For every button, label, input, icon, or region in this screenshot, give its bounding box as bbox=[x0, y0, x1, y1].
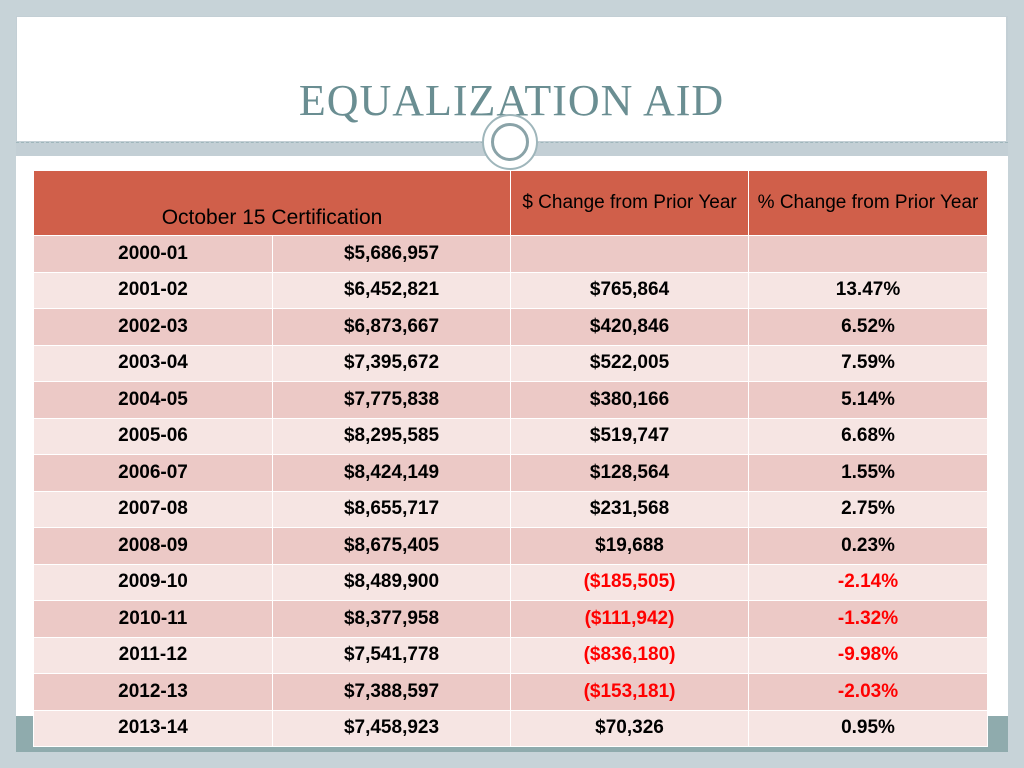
year-cell: 2005-06 bbox=[33, 417, 273, 455]
dollar-change-cell: $19,688 bbox=[510, 527, 750, 565]
amount-cell: $8,424,149 bbox=[271, 454, 512, 492]
year-cell: 2010-11 bbox=[33, 600, 273, 638]
amount-cell: $6,452,821 bbox=[271, 271, 512, 309]
percent-change-cell: 7.59% bbox=[748, 344, 989, 382]
table-header-row: October 15 Certification $ Change from P… bbox=[32, 170, 989, 236]
table-row: 2005-06 $8,295,585 $519,747 6.68% bbox=[33, 417, 989, 455]
year-cell: 2012-13 bbox=[33, 673, 273, 711]
table-row: 2010-11 $8,377,958 ($111,942) -1.32% bbox=[33, 600, 989, 638]
year-cell: 2003-04 bbox=[33, 344, 273, 382]
year-cell: 2006-07 bbox=[33, 454, 273, 492]
table-row: 2002-03 $6,873,667 $420,846 6.52% bbox=[33, 308, 989, 346]
percent-change-cell: -1.32% bbox=[748, 600, 989, 638]
table-body: 2000-01 $5,686,957 2001-02 $6,452,821 $765,8… bbox=[33, 235, 989, 747]
amount-cell: $7,395,672 bbox=[271, 344, 512, 382]
amount-cell: $7,541,778 bbox=[271, 636, 512, 674]
equalization-aid-table: October 15 Certification $ Change from P… bbox=[32, 170, 989, 747]
percent-change-cell: 2.75% bbox=[748, 490, 989, 528]
table-row: 2012-13 $7,388,597 ($153,181) -2.03% bbox=[33, 673, 989, 711]
table-row: 2007-08 $8,655,717 $231,568 2.75% bbox=[33, 490, 989, 528]
percent-change-cell: -2.03% bbox=[748, 673, 989, 711]
table-row: 2011-12 $7,541,778 ($836,180) -9.98% bbox=[33, 636, 989, 674]
percent-change-cell: 13.47% bbox=[748, 271, 989, 309]
amount-cell: $7,388,597 bbox=[271, 673, 512, 711]
dollar-change-cell: $420,846 bbox=[510, 308, 750, 346]
year-cell: 2007-08 bbox=[33, 490, 273, 528]
circle-ornament-icon bbox=[482, 114, 538, 170]
year-cell: 2004-05 bbox=[33, 381, 273, 419]
percent-change-cell: 6.52% bbox=[748, 308, 989, 346]
dollar-change-cell: ($111,942) bbox=[510, 600, 750, 638]
year-cell: 2013-14 bbox=[33, 709, 273, 747]
header-percent-change: % Change from Prior Year bbox=[748, 170, 989, 236]
percent-change-cell bbox=[748, 235, 989, 273]
amount-cell: $8,377,958 bbox=[271, 600, 512, 638]
year-cell: 2001-02 bbox=[33, 271, 273, 309]
dollar-change-cell: $380,166 bbox=[510, 381, 750, 419]
year-cell: 2008-09 bbox=[33, 527, 273, 565]
amount-cell: $7,775,838 bbox=[271, 381, 512, 419]
table-row: 2004-05 $7,775,838 $380,166 5.14% bbox=[33, 381, 989, 419]
year-cell: 2000-01 bbox=[33, 235, 273, 273]
percent-change-cell: -2.14% bbox=[748, 563, 989, 601]
percent-change-cell: 5.14% bbox=[748, 381, 989, 419]
percent-change-cell: 0.23% bbox=[748, 527, 989, 565]
year-cell: 2011-12 bbox=[33, 636, 273, 674]
percent-change-cell: 1.55% bbox=[748, 454, 989, 492]
dollar-change-cell: $765,864 bbox=[510, 271, 750, 309]
dollar-change-cell: $70,326 bbox=[510, 709, 750, 747]
dollar-change-cell: ($153,181) bbox=[510, 673, 750, 711]
percent-change-cell: -9.98% bbox=[748, 636, 989, 674]
dollar-change-cell: $522,005 bbox=[510, 344, 750, 382]
amount-cell: $8,655,717 bbox=[271, 490, 512, 528]
percent-change-cell: 0.95% bbox=[748, 709, 989, 747]
table-row: 2006-07 $8,424,149 $128,564 1.55% bbox=[33, 454, 989, 492]
header-certification: October 15 Certification bbox=[32, 170, 512, 236]
table-row: 2009-10 $8,489,900 ($185,505) -2.14% bbox=[33, 563, 989, 601]
amount-cell: $8,675,405 bbox=[271, 527, 512, 565]
amount-cell: $8,489,900 bbox=[271, 563, 512, 601]
table-row: 2013-14 $7,458,923 $70,326 0.95% bbox=[33, 709, 989, 747]
amount-cell: $8,295,585 bbox=[271, 417, 512, 455]
year-cell: 2009-10 bbox=[33, 563, 273, 601]
table-row: 2001-02 $6,452,821 $765,864 13.47% bbox=[33, 271, 989, 309]
table-row: 2003-04 $7,395,672 $522,005 7.59% bbox=[33, 344, 989, 382]
table-row: 2008-09 $8,675,405 $19,688 0.23% bbox=[33, 527, 989, 565]
header-dollar-change: $ Change from Prior Year bbox=[510, 170, 750, 236]
dollar-change-cell: ($836,180) bbox=[510, 636, 750, 674]
title-area: EQUALIZATION AID bbox=[16, 16, 1007, 142]
dollar-change-cell: $128,564 bbox=[510, 454, 750, 492]
dollar-change-cell bbox=[510, 235, 750, 273]
amount-cell: $6,873,667 bbox=[271, 308, 512, 346]
dollar-change-cell: $519,747 bbox=[510, 417, 750, 455]
dollar-change-cell: ($185,505) bbox=[510, 563, 750, 601]
dollar-change-cell: $231,568 bbox=[510, 490, 750, 528]
percent-change-cell: 6.68% bbox=[748, 417, 989, 455]
table-row: 2000-01 $5,686,957 bbox=[33, 235, 989, 273]
year-cell: 2002-03 bbox=[33, 308, 273, 346]
amount-cell: $7,458,923 bbox=[271, 709, 512, 747]
amount-cell: $5,686,957 bbox=[271, 235, 512, 273]
